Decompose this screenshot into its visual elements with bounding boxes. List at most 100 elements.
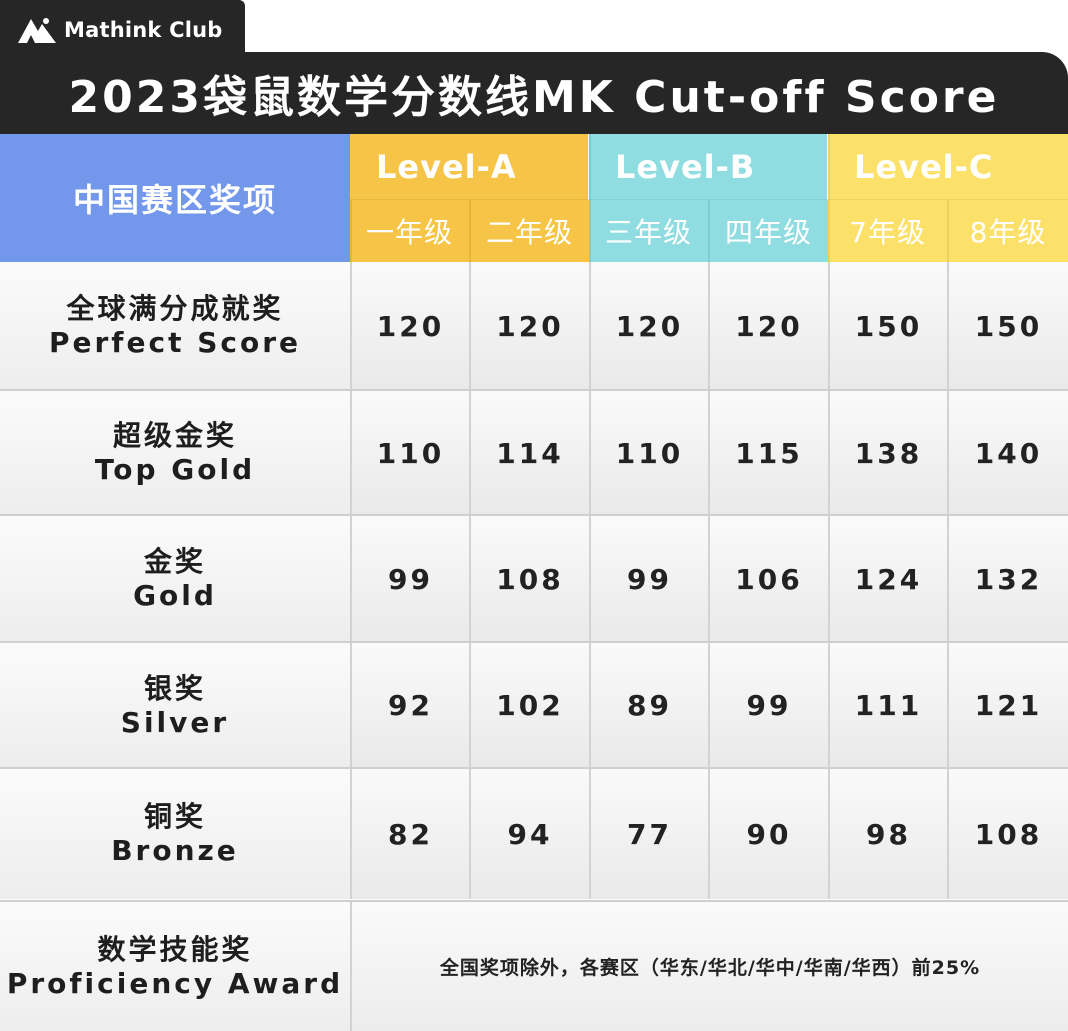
column-separator: [350, 262, 352, 390]
award-name-cn: 银奖: [143, 671, 206, 705]
mountain-logo-icon: [18, 18, 56, 43]
column-separator: [589, 391, 591, 515]
score-value: 138: [854, 436, 923, 470]
score-value: 102: [496, 689, 564, 722]
level-b-label: Level-B: [615, 148, 756, 186]
award-name-cell: 超级金奖 Top Gold: [0, 391, 350, 515]
score-value: 120: [615, 309, 684, 343]
score-cell: 110: [352, 391, 469, 515]
row-separator: [0, 641, 1068, 643]
column-separator: [947, 516, 949, 642]
score-cell: 108: [471, 516, 589, 642]
score-value: 99: [627, 562, 672, 596]
column-separator: [708, 769, 710, 899]
header-divider: [469, 200, 471, 262]
score-cell: 121: [949, 643, 1068, 768]
award-name-en: Bronze: [111, 834, 239, 867]
grade-header-4: 四年级: [709, 200, 828, 262]
grade-header-6: 8年级: [948, 200, 1068, 262]
score-cell: 99: [710, 643, 828, 768]
score-value: 132: [974, 562, 1043, 596]
score-cell: 138: [830, 391, 947, 515]
level-a-header: Level-A: [350, 134, 588, 200]
score-cell: 150: [949, 262, 1068, 390]
score-cell: 110: [591, 391, 708, 515]
score-cell: 120: [352, 262, 469, 390]
column-separator: [469, 643, 471, 768]
column-separator: [350, 643, 352, 768]
column-separator: [350, 391, 352, 515]
column-separator: [947, 262, 949, 390]
column-separator: [708, 516, 710, 642]
score-value: 92: [388, 689, 433, 722]
score-value: 106: [735, 562, 803, 596]
award-name-en: Top Gold: [94, 453, 256, 486]
score-value: 98: [866, 817, 911, 851]
proficiency-note-text: 全国奖项除外，各赛区（华东/华北/华中/华南/华西）前25%: [439, 957, 981, 979]
score-cell: 108: [949, 769, 1068, 899]
score-value: 150: [854, 309, 923, 343]
level-b-header: Level-B: [589, 134, 827, 200]
column-separator: [589, 262, 591, 390]
score-cell: 99: [352, 516, 469, 642]
score-cell: 150: [830, 262, 947, 390]
row-separator: [0, 514, 1068, 516]
score-value: 120: [735, 309, 803, 343]
score-value: 115: [735, 436, 803, 470]
column-separator: [947, 769, 949, 899]
column-separator: [947, 391, 949, 515]
grade-header-5: 7年级: [828, 200, 947, 262]
header-divider: [589, 134, 591, 262]
column-separator: [589, 516, 591, 642]
score-value: 114: [496, 436, 564, 470]
title-bar: 2023袋鼠数学分数线MK Cut-off Score: [0, 52, 1068, 134]
column-separator: [350, 769, 352, 899]
column-separator: [828, 262, 830, 390]
score-value: 99: [388, 562, 433, 596]
column-separator: [708, 643, 710, 768]
award-name-en: Perfect Score: [48, 326, 302, 359]
grade-label: 一年级: [365, 216, 453, 249]
column-separator: [828, 643, 830, 768]
award-name-cn: 铜奖: [143, 800, 206, 833]
grade-label: 三年级: [604, 216, 692, 249]
score-value: 99: [746, 689, 792, 722]
award-name-cn: 全球满分成就奖: [66, 292, 284, 325]
column-separator: [828, 391, 830, 515]
award-column-header: 中国赛区奖项: [0, 134, 350, 262]
score-cell: 140: [949, 391, 1068, 515]
score-cell: 77: [591, 769, 708, 899]
level-c-header: Level-C: [828, 134, 1068, 200]
column-separator: [350, 516, 352, 642]
proficiency-award-cell: 数学技能奖 Proficiency Award: [0, 902, 350, 1031]
score-value: 110: [615, 436, 684, 470]
score-cell: 90: [710, 769, 828, 899]
score-cell: 89: [591, 643, 708, 768]
column-separator: [947, 643, 949, 768]
score-value: 140: [974, 436, 1043, 470]
column-separator: [708, 262, 710, 390]
score-cell: 102: [471, 643, 589, 768]
score-value: 94: [507, 817, 553, 851]
score-cell: 82: [352, 769, 469, 899]
score-value: 120: [496, 309, 564, 343]
score-cell: 115: [710, 391, 828, 515]
score-cell: 124: [830, 516, 947, 642]
grade-label: 8年级: [969, 216, 1047, 249]
score-value: 124: [854, 562, 923, 596]
grade-label: 二年级: [485, 216, 573, 249]
column-separator: [469, 391, 471, 515]
score-value: 77: [627, 817, 672, 851]
score-value: 111: [854, 689, 923, 722]
score-cell: 106: [710, 516, 828, 642]
column-separator: [350, 902, 352, 1031]
grade-header-1: 一年级: [350, 200, 469, 262]
page-title: 2023袋鼠数学分数线MK Cut-off Score: [68, 72, 1000, 123]
row-separator: [0, 767, 1068, 769]
award-name-cell: 银奖 Silver: [0, 643, 350, 768]
score-cell: 99: [591, 516, 708, 642]
level-c-label: Level-C: [854, 148, 994, 186]
score-cell: 92: [352, 643, 469, 768]
row-separator: [0, 900, 1068, 902]
grade-header-2: 二年级: [470, 200, 589, 262]
